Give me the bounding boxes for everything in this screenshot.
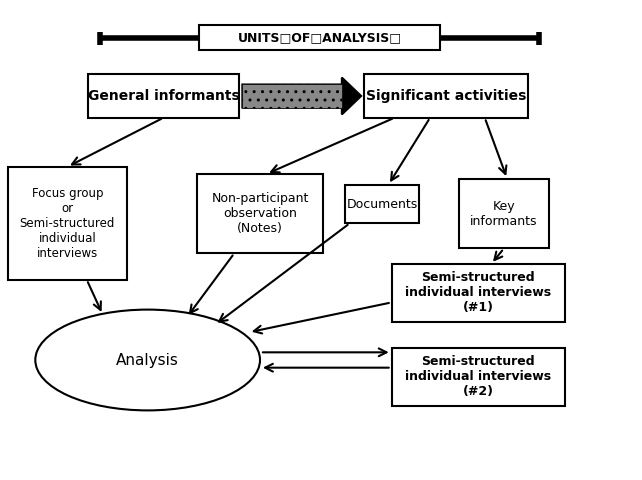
Text: Documents: Documents	[347, 197, 417, 211]
Text: General informants: General informants	[88, 89, 239, 103]
Bar	[8, 167, 126, 279]
Bar	[364, 74, 528, 118]
Bar	[89, 74, 239, 118]
Text: UNITS□OF□ANALYSIS□: UNITS□OF□ANALYSIS□	[238, 31, 401, 45]
Text: Analysis: Analysis	[116, 352, 179, 368]
Ellipse shape	[35, 310, 260, 410]
Bar	[198, 174, 322, 253]
Bar	[392, 264, 565, 322]
Bar	[459, 179, 549, 249]
Text: Semi-structured
individual interviews
(#2): Semi-structured individual interviews (#…	[405, 355, 551, 398]
Bar	[392, 348, 565, 406]
Text: Significant activities: Significant activities	[366, 89, 526, 103]
Text: Key
informants: Key informants	[470, 200, 538, 228]
Text: Focus group
or
Semi-structured
individual
interviews: Focus group or Semi-structured individua…	[20, 187, 115, 260]
Text: Non-participant
observation
(Notes): Non-participant observation (Notes)	[211, 192, 309, 235]
Bar	[345, 185, 419, 223]
Bar	[199, 25, 440, 50]
Text: Semi-structured
individual interviews
(#1): Semi-structured individual interviews (#…	[405, 271, 551, 314]
Polygon shape	[242, 78, 361, 114]
Polygon shape	[242, 84, 342, 108]
